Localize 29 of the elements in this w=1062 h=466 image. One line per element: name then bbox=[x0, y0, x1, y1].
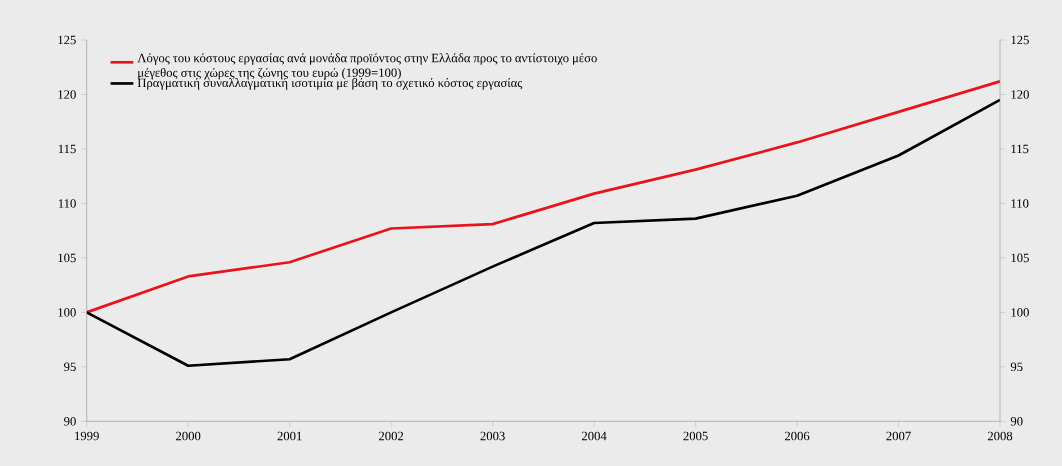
y2-tick-label: 90 bbox=[64, 417, 76, 426]
y-tick-label: 105 bbox=[1011, 253, 1029, 263]
line-series bbox=[86, 80, 1000, 314]
y2-tick-label: 110 bbox=[58, 199, 76, 208]
y-tick-label: 115 bbox=[1011, 144, 1029, 154]
x-tick-label: 2001 bbox=[277, 431, 302, 441]
y2-tick-label: 105 bbox=[58, 253, 76, 263]
x-tick-label: 2005 bbox=[683, 431, 708, 441]
y-tick-label: 110 bbox=[1011, 199, 1029, 208]
y-tick-label: 95 bbox=[1010, 362, 1023, 372]
y2-tick-label: 120 bbox=[58, 90, 76, 99]
y2-tick-label: 115 bbox=[58, 144, 76, 154]
x-tick-label: 2000 bbox=[176, 431, 201, 441]
x-tick-label: 1999 bbox=[75, 431, 99, 441]
x-tick-label: 2003 bbox=[480, 431, 505, 441]
y-tick-label: 100 bbox=[1011, 308, 1029, 317]
x-tick-label: 2008 bbox=[987, 431, 1013, 441]
x-tick-label: 2007 bbox=[886, 431, 911, 441]
line-series bbox=[86, 98, 1000, 368]
x-tick-label: 2004 bbox=[581, 431, 607, 441]
y-tick-label: 90 bbox=[1010, 417, 1023, 426]
y-tick-label: 125 bbox=[1011, 35, 1029, 45]
y-tick-label: 120 bbox=[1011, 90, 1029, 99]
x-tick-label: 2006 bbox=[784, 431, 810, 441]
legend-label: Πραγματική συναλλαγματική ισοτιμία με βάση το σχετικό κόστος εργασίας bbox=[137, 78, 523, 90]
y2-tick-label: 100 bbox=[58, 308, 76, 317]
y2-tick-label: 95 bbox=[64, 362, 76, 372]
y2-tick-label: 125 bbox=[58, 35, 76, 45]
x-tick-label: 2002 bbox=[379, 431, 404, 441]
